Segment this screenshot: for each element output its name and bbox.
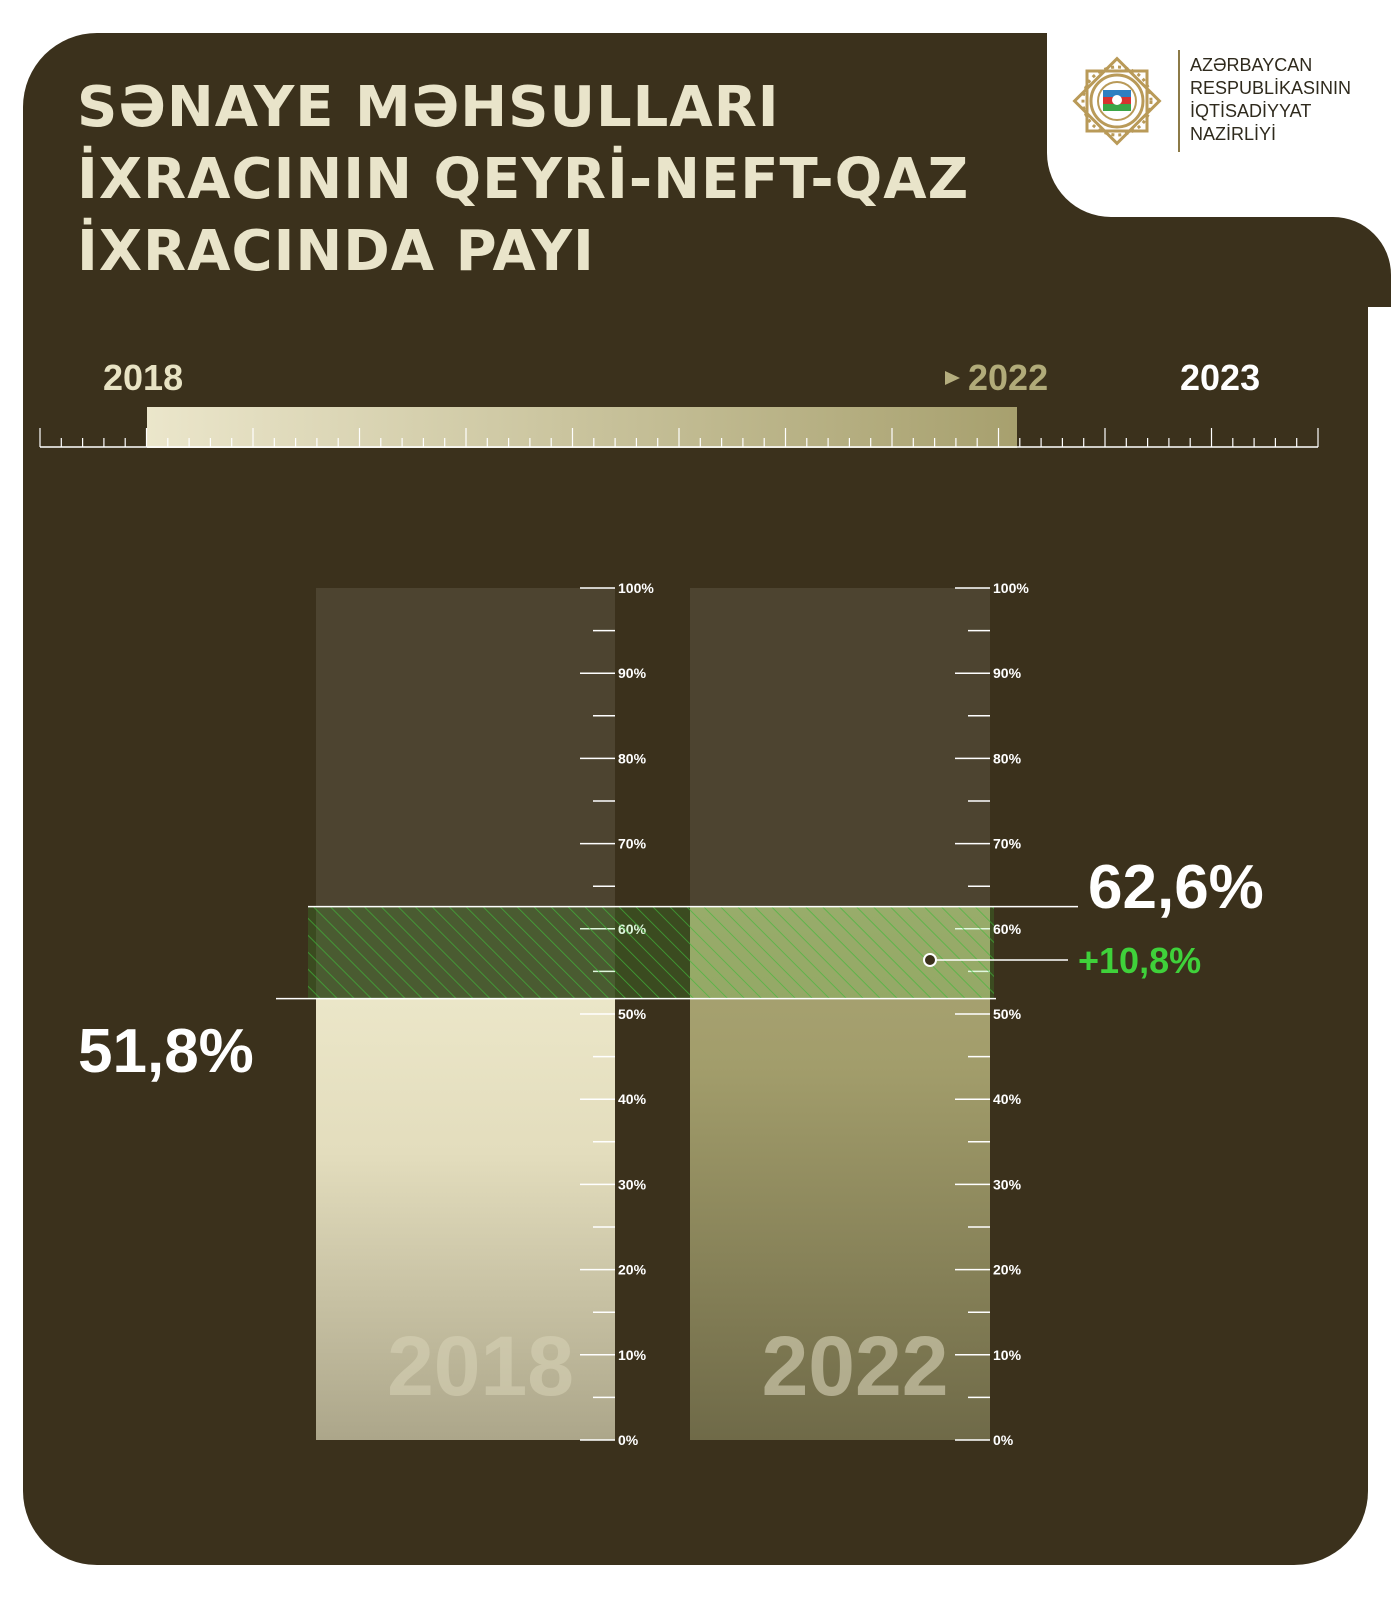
axis-tick-label: 90%: [993, 665, 1022, 681]
timeline-start-label: 2018: [103, 357, 183, 398]
bar-chart: 2018 2022 0% 10% 20% 30% 40% 50% 60% 70% 80% 90% 10…: [78, 580, 1264, 1448]
axis-tick-label: 50%: [618, 1006, 647, 1022]
axis-tick-label: 0%: [618, 1432, 639, 1448]
arrow-head-icon: [945, 371, 960, 385]
axis-tick-label: 40%: [618, 1091, 647, 1107]
timeline-ruler: [39, 428, 1319, 448]
difference-label: +10,8%: [1078, 940, 1201, 981]
ministry-line-3: İQTİSADİYYAT: [1190, 101, 1312, 121]
ministry-line-4: NAZİRLİYİ: [1190, 124, 1277, 144]
ministry-line-1: AZƏRBAYCAN: [1190, 55, 1313, 75]
axis-tick-label: 30%: [993, 1176, 1022, 1192]
axis-tick-label: 60%: [993, 921, 1022, 937]
axis-tick-label: 20%: [993, 1262, 1022, 1278]
axis-tick-label: 70%: [618, 836, 647, 852]
axis-tick-label: 70%: [993, 836, 1022, 852]
timeline: 2018 2022 2023: [39, 357, 1319, 448]
logo-divider: [1178, 50, 1180, 152]
ministry-name: AZƏRBAYCAN RESPUBLİKASININ İQTİSADİYYAT …: [1190, 54, 1351, 146]
state-emblem-icon: [1072, 56, 1162, 146]
difference-hatch: [308, 906, 994, 999]
axis-tick-label: 100%: [993, 580, 1029, 596]
timeline-range-bar: [147, 407, 1017, 448]
title-line-2: İXRACININ QEYRİ-NEFT-QAZ: [77, 147, 970, 212]
page-title: SƏNAYE MƏHSULLARI İXRACININ QEYRİ-NEFT-Q…: [77, 72, 1017, 288]
bar-year-label-2018: 2018: [387, 1319, 574, 1413]
axis-tick-label: 20%: [618, 1262, 647, 1278]
axis-tick-label: 80%: [993, 750, 1022, 766]
timeline-end-label: 2022: [968, 357, 1048, 398]
value-label-2022: 62,6%: [1088, 853, 1264, 922]
notch-curve: [1333, 217, 1391, 307]
axis-tick-label: 10%: [618, 1347, 647, 1363]
ministry-logo: AZƏRBAYCAN RESPUBLİKASININ İQTİSADİYYAT …: [1062, 46, 1362, 156]
timeline-extra-label: 2023: [1180, 357, 1260, 398]
axis-tick-label: 30%: [618, 1176, 647, 1192]
value-label-2018: 51,8%: [78, 1017, 254, 1086]
axis-tick-label: 100%: [618, 580, 654, 596]
axis-tick-label: 80%: [618, 750, 647, 766]
bar-2018: [316, 998, 615, 1440]
axis-tick-label: 90%: [618, 665, 647, 681]
title-line-1: SƏNAYE MƏHSULLARI: [77, 75, 780, 140]
axis-tick-label: 50%: [993, 1006, 1022, 1022]
axis-tick-label: 40%: [993, 1091, 1022, 1107]
ministry-line-2: RESPUBLİKASININ: [1190, 78, 1352, 98]
title-line-3: İXRACINDA PAYI: [77, 219, 595, 284]
axis-tick-label: 0%: [993, 1432, 1014, 1448]
difference-marker-icon: [923, 953, 937, 967]
bar-year-label-2022: 2022: [762, 1319, 949, 1413]
axis-tick-label: 10%: [993, 1347, 1022, 1363]
